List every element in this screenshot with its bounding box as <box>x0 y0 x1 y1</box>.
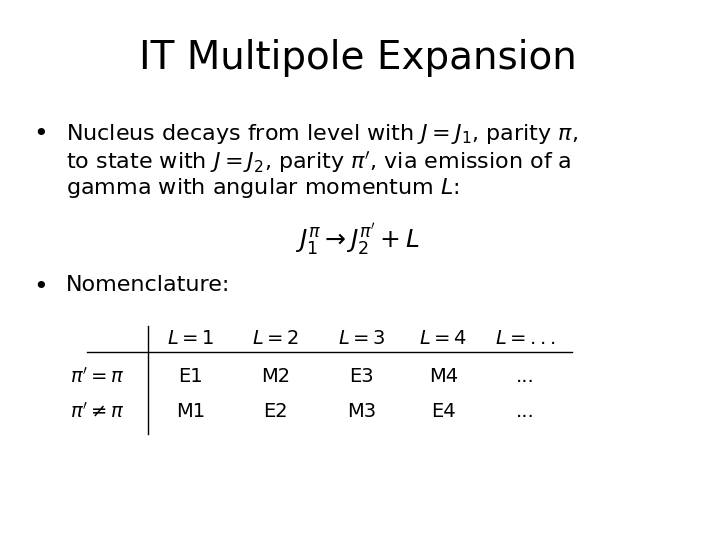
Text: Nomenclature:: Nomenclature: <box>66 275 230 295</box>
Text: M3: M3 <box>347 402 376 421</box>
Text: E3: E3 <box>349 367 374 386</box>
Text: M4: M4 <box>429 367 458 386</box>
Text: ...: ... <box>516 402 535 421</box>
Text: gamma with angular momentum $L$:: gamma with angular momentum $L$: <box>66 176 459 200</box>
Text: $L = 3$: $L = 3$ <box>338 329 385 348</box>
Text: M1: M1 <box>176 402 205 421</box>
Text: to state with $J = J_2$, parity $\pi'$, via emission of a: to state with $J = J_2$, parity $\pi'$, … <box>66 149 571 174</box>
Text: $L = 1$: $L = 1$ <box>166 329 214 348</box>
Text: M2: M2 <box>261 367 290 386</box>
Text: ...: ... <box>516 367 535 386</box>
Text: Nucleus decays from level with $J = J_1$, parity $\pi$,: Nucleus decays from level with $J = J_1$… <box>66 122 577 146</box>
Text: $J_1^\pi \rightarrow J_2^{\pi'} + L$: $J_1^\pi \rightarrow J_2^{\pi'} + L$ <box>295 221 420 258</box>
Text: •: • <box>33 122 48 146</box>
Text: IT Multipole Expansion: IT Multipole Expansion <box>139 39 577 77</box>
Text: $\pi' \neq \pi$: $\pi' \neq \pi$ <box>70 402 125 422</box>
Text: E4: E4 <box>431 402 456 421</box>
Text: E2: E2 <box>264 402 288 421</box>
Text: $L = 4$: $L = 4$ <box>419 329 467 348</box>
Text: $L = ...$: $L = ...$ <box>495 329 556 348</box>
Text: E1: E1 <box>178 367 202 386</box>
Text: $L = 2$: $L = 2$ <box>252 329 300 348</box>
Text: $\pi' = \pi$: $\pi' = \pi$ <box>70 367 125 387</box>
Text: •: • <box>33 275 48 299</box>
